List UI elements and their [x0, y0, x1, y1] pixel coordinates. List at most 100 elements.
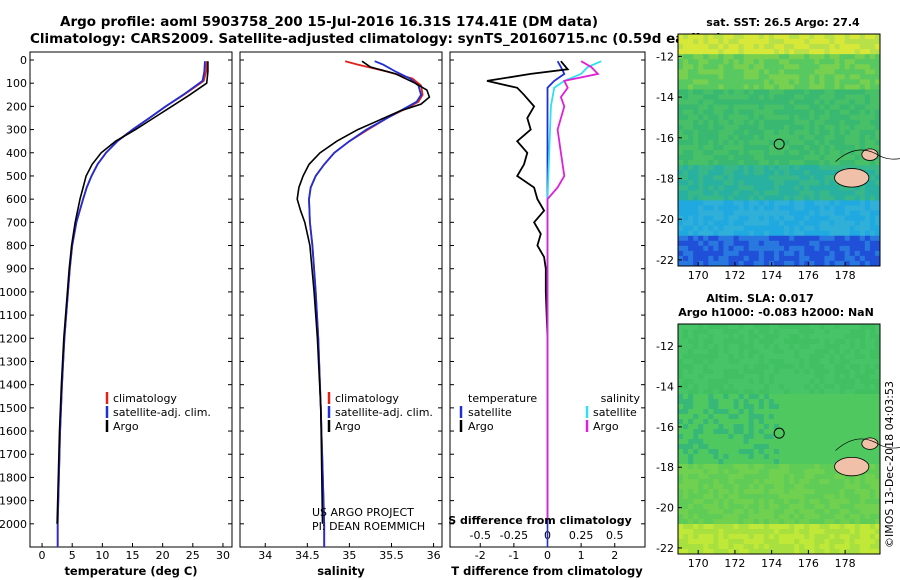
map-cell	[834, 449, 840, 455]
map-cell	[829, 64, 835, 70]
map-cell	[804, 524, 810, 530]
map-cell	[844, 499, 851, 505]
map-cell	[723, 454, 729, 460]
map-cell	[758, 240, 765, 247]
map-cell	[839, 509, 846, 515]
map-cell	[839, 339, 846, 345]
map-cell	[799, 124, 805, 131]
map-cell	[688, 64, 694, 70]
map-cell	[723, 255, 729, 262]
map-cell	[703, 39, 709, 45]
map-cell	[874, 504, 881, 510]
depth-tick-label: 1200	[0, 332, 27, 345]
map-cell	[708, 200, 714, 206]
map-cell	[814, 260, 820, 267]
map-cell	[713, 534, 719, 540]
map-cell	[829, 74, 835, 80]
map-cell	[748, 524, 755, 530]
map-cell	[864, 474, 871, 480]
map-cell	[869, 334, 876, 340]
map-cell	[693, 195, 699, 201]
map-cell	[723, 434, 729, 440]
map-cell	[683, 74, 689, 80]
map-cell	[708, 404, 714, 410]
map-cell	[789, 539, 795, 545]
map-cell	[698, 399, 704, 405]
map-cell	[678, 74, 684, 80]
map-cell	[854, 64, 861, 70]
map-cell	[799, 210, 805, 216]
map-cell	[839, 424, 846, 430]
map-cell	[809, 354, 815, 360]
map-cell	[779, 544, 785, 550]
map-cell	[874, 99, 881, 106]
map-cell	[768, 529, 775, 535]
map-cell	[703, 84, 709, 90]
map-cell	[763, 34, 770, 40]
map-cell	[844, 104, 851, 111]
map-cell	[824, 150, 830, 156]
map-cell	[768, 195, 775, 201]
map-cell	[738, 74, 745, 80]
map-cell	[703, 124, 709, 131]
map-cell	[864, 235, 871, 242]
map-cell	[758, 444, 765, 450]
map-cell	[794, 459, 800, 465]
map-cell	[784, 349, 790, 355]
map-cell	[718, 250, 724, 257]
map-cell	[743, 394, 750, 400]
map-cell	[748, 414, 755, 420]
lon-tick-label: 170	[688, 269, 709, 282]
map-cell	[693, 150, 699, 156]
map-cell	[723, 544, 729, 550]
map-cell	[743, 180, 750, 186]
map-cell	[743, 529, 750, 535]
map-cell	[698, 160, 704, 166]
map-cell	[688, 245, 694, 252]
legend-t-satellite: satellite	[468, 406, 512, 419]
map-cell	[678, 260, 684, 267]
map-cell	[869, 339, 876, 345]
map-cell	[713, 79, 719, 85]
map-cell	[713, 225, 719, 232]
map-cell	[834, 44, 840, 50]
map-cell	[708, 124, 714, 131]
map-cell	[728, 109, 734, 116]
map-cell	[758, 205, 765, 211]
map-cell	[748, 175, 755, 181]
map-cell	[748, 124, 755, 131]
map-cell	[779, 529, 785, 535]
map-cell	[743, 195, 750, 201]
map-cell	[794, 89, 800, 95]
map-cell	[839, 484, 846, 490]
map-cell	[738, 549, 745, 555]
map-cell	[753, 469, 760, 475]
map-cell	[809, 469, 815, 475]
map-cell	[854, 114, 861, 121]
map-cell	[834, 324, 840, 330]
map-cell	[728, 494, 734, 500]
map-cell	[824, 54, 830, 60]
map-cell	[718, 489, 724, 495]
map-cell	[763, 534, 770, 540]
map-cell	[708, 429, 714, 435]
map-cell	[708, 384, 714, 390]
map-cell	[713, 89, 719, 95]
map-cell	[799, 434, 805, 440]
map-cell	[768, 129, 775, 136]
map-cell	[753, 529, 760, 535]
map-cell	[768, 250, 775, 257]
map-cell	[713, 439, 719, 445]
map-cell	[768, 205, 775, 211]
map-cell	[678, 84, 684, 90]
map-cell	[713, 449, 719, 455]
map-cell	[844, 434, 851, 440]
map-cell	[854, 484, 861, 490]
map-cell	[814, 464, 820, 470]
map-cell	[753, 439, 760, 445]
map-cell	[849, 344, 856, 350]
map-cell	[708, 524, 714, 530]
map-cell	[814, 195, 820, 201]
map-cell	[789, 170, 795, 176]
map-cell	[824, 379, 830, 385]
